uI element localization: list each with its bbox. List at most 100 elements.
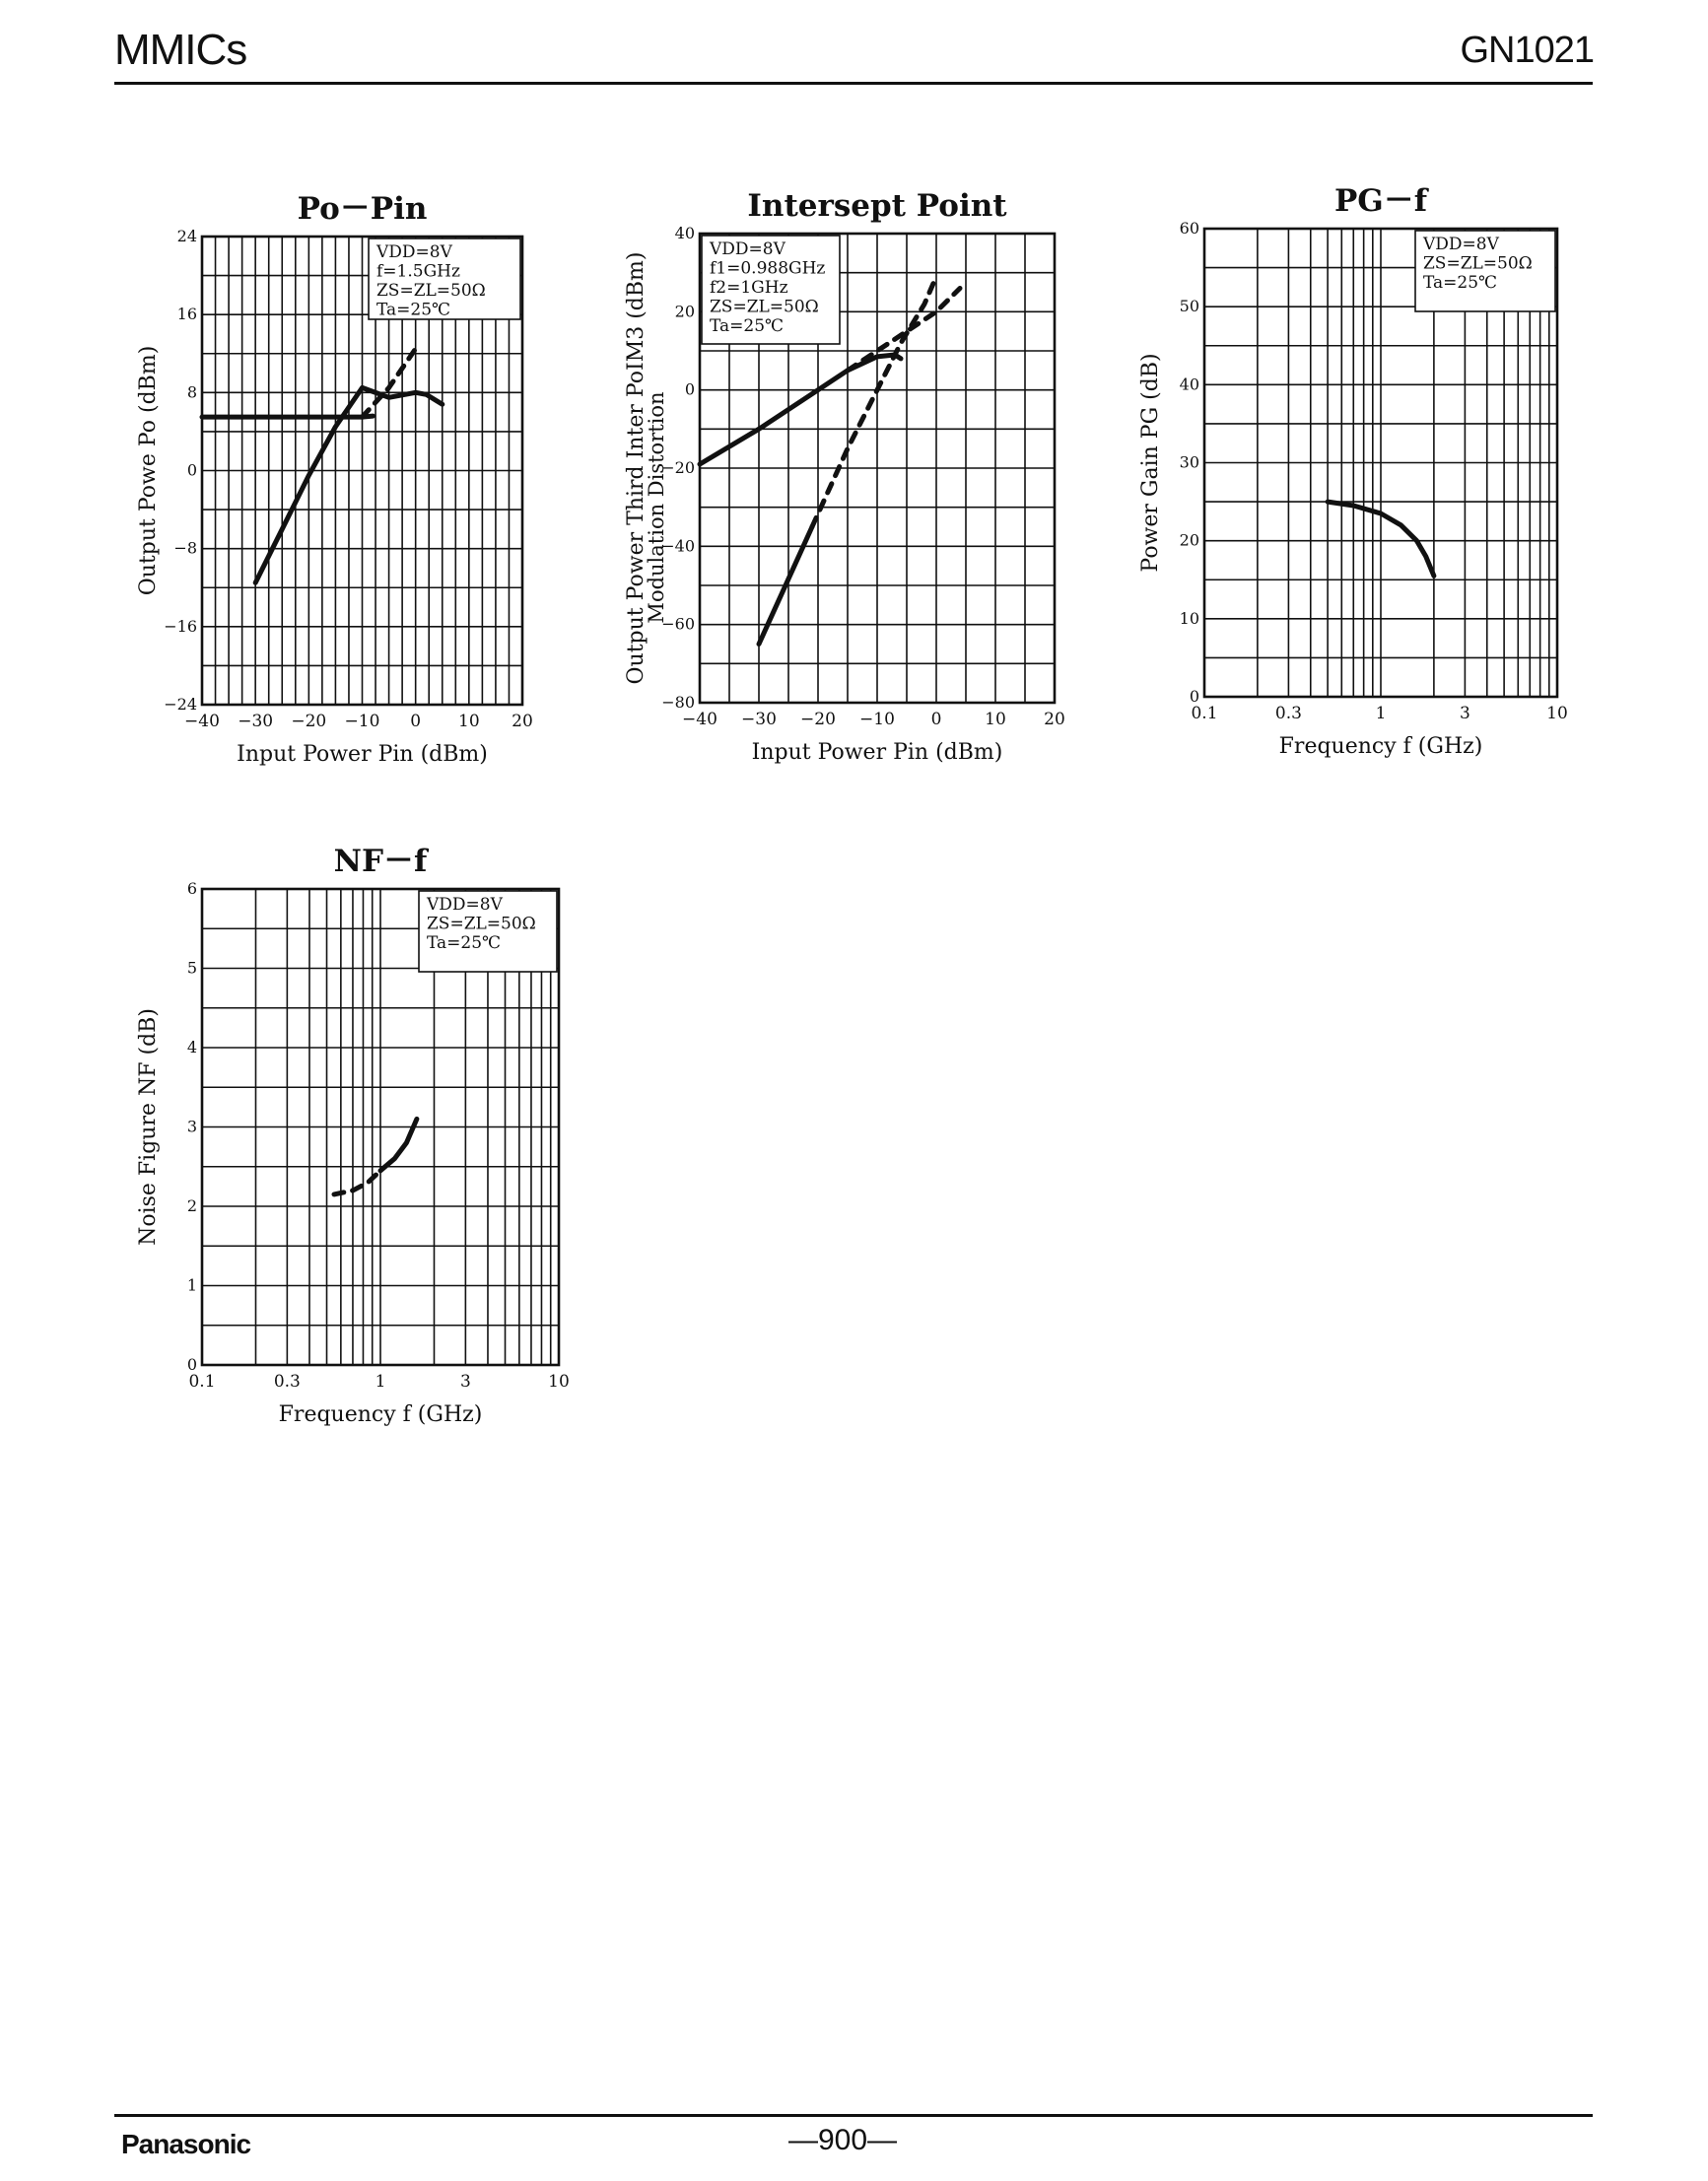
x-tick-label: 10: [458, 712, 480, 731]
x-axis-label: Frequency f (GHz): [279, 1402, 483, 1427]
y-tick-label: 24: [177, 227, 197, 245]
x-tick-label: −20: [291, 712, 326, 731]
conditions-line: VDD=8V: [1422, 235, 1500, 254]
conditions-line: Ta=25℃: [1423, 273, 1497, 293]
y-axis-label: Noise Figure NF (dB): [136, 1008, 161, 1246]
footer-rule: [114, 2114, 1593, 2117]
plot-frame: [200, 235, 524, 707]
y-tick-label: 20: [675, 302, 695, 320]
conditions-line: ZS=ZL=50Ω: [1423, 254, 1533, 274]
x-tick-label: 10: [1546, 704, 1568, 723]
x-tick-label: 0.1: [1191, 704, 1217, 723]
y-tick-label: 6: [187, 879, 197, 898]
x-tick-label: 10: [985, 710, 1006, 729]
y-tick-label: −40: [661, 536, 695, 555]
x-tick-label: −10: [345, 712, 380, 731]
header-section-title: MMICs: [114, 26, 247, 74]
conditions-line: Ta=25℃: [710, 316, 784, 336]
x-tick-label: −40: [184, 712, 220, 731]
plot-frame: [1202, 227, 1559, 699]
y-tick-label: 3: [187, 1118, 197, 1136]
y-tick-label: −20: [661, 458, 695, 477]
series-line-dashed: [809, 274, 939, 529]
x-tick-label: −10: [859, 710, 895, 729]
x-tick-label: −40: [682, 710, 717, 729]
conditions-line: f2=1GHz: [710, 278, 788, 298]
conditions-line: f=1.5GHz: [376, 262, 460, 282]
x-tick-label: 1: [376, 1372, 386, 1392]
header-rule: [114, 82, 1593, 85]
x-tick-label: 1: [1376, 704, 1387, 723]
conditions-line: VDD=8V: [376, 242, 453, 262]
y-tick-label: 1: [187, 1276, 197, 1295]
x-tick-label: 0.1: [188, 1372, 215, 1392]
y-axis-label: Output Power Third Inter PoIM3 (dBm): [624, 252, 649, 685]
plot-frame: [698, 232, 1057, 705]
chart-intercept-point: −40 −30 −20 −10 0 10 20 −80 −60 −40 −20 0 20 40 Inters…: [624, 188, 1065, 765]
x-tick-label: 20: [512, 712, 533, 731]
y-tick-label: 0: [1190, 687, 1199, 706]
series-line-solid: [377, 1116, 420, 1174]
y-tick-label: 2: [187, 1196, 197, 1215]
conditions-box: [368, 238, 521, 320]
y-tick-label: 40: [675, 224, 695, 242]
x-tick-label: 0.3: [1275, 704, 1302, 723]
x-tick-label: 3: [460, 1372, 471, 1392]
header-part-number: GN1021: [1460, 30, 1595, 71]
conditions-box: [418, 890, 558, 973]
footer-brand-logo: Panasonic: [121, 2129, 251, 2159]
x-tick-label: −30: [741, 710, 777, 729]
x-tick-label: 0.3: [274, 1372, 301, 1392]
x-tick-label: 10: [548, 1372, 570, 1392]
conditions-line: Ta=25℃: [376, 301, 450, 320]
y-tick-label: −60: [661, 615, 695, 634]
chart-pg-f: 0.1 0.3 1 3 10 0 10 20 30 40 50 60 PG－f Frequency f (…: [1138, 183, 1568, 759]
chart-title: Intersept Point: [747, 188, 1007, 224]
x-axis-label: Frequency f (GHz): [1279, 734, 1483, 759]
chart-title: NF－f: [334, 844, 429, 879]
conditions-box: [701, 235, 841, 345]
chart-title: Po－Pin: [298, 191, 428, 227]
x-tick-label: 3: [1460, 704, 1470, 723]
series-line-solid: [199, 413, 376, 420]
conditions-line: f1=0.988GHz: [710, 259, 825, 279]
conditions-line: VDD=8V: [426, 895, 504, 915]
y-tick-label: 0: [187, 461, 197, 480]
y-tick-label: 8: [187, 382, 197, 401]
y-tick-label: 30: [1180, 453, 1199, 472]
x-axis-label: Input Power Pin (dBm): [237, 742, 488, 767]
conditions-line: ZS=ZL=50Ω: [427, 915, 536, 934]
series-line-solid: [756, 524, 815, 647]
y-tick-label: 5: [187, 959, 197, 978]
y-tick-label: 10: [1180, 609, 1199, 628]
y-axis-label: Output Powe Po (dBm): [136, 346, 161, 596]
x-tick-label: 0: [410, 712, 421, 731]
x-tick-label: −30: [238, 712, 273, 731]
series-line-solid: [252, 384, 445, 585]
x-axis-label: Input Power Pin (dBm): [752, 740, 1003, 765]
x-tick-label: 0: [931, 710, 942, 729]
conditions-line: ZS=ZL=50Ω: [376, 281, 486, 301]
chart-title: PG－f: [1334, 183, 1429, 219]
y-tick-label: 16: [177, 305, 197, 323]
y-tick-label: 4: [187, 1038, 197, 1056]
y-tick-label: −24: [164, 695, 197, 714]
y-tick-label: 40: [1180, 375, 1199, 393]
x-tick-label: −20: [800, 710, 836, 729]
y-tick-label: 20: [1180, 531, 1199, 550]
chart-nf-f: 0.1 0.3 1 3 10 0 1 2 3 4 5 6 NF－f Frequency f (GHz) No…: [136, 844, 570, 1427]
y-tick-label: 0: [685, 380, 695, 399]
y-axis-label-secondary: Modulation Distortion: [645, 391, 668, 623]
chart-po-pin: −40 −30 −20 −10 0 10 20 −24 −16 −8 0 8 16 24 Po－Pin Inp…: [136, 191, 533, 767]
series-line-solid: [1325, 499, 1437, 579]
x-tick-label: 20: [1044, 710, 1065, 729]
conditions-line: ZS=ZL=50Ω: [710, 298, 819, 317]
y-tick-label: 0: [187, 1355, 197, 1374]
y-tick-label: −80: [661, 693, 695, 712]
footer-page-number: —900—: [788, 2124, 898, 2156]
y-tick-label: 50: [1180, 297, 1199, 315]
y-tick-label: −16: [164, 617, 197, 636]
y-axis-label: Power Gain PG (dB): [1138, 353, 1163, 572]
conditions-line: VDD=8V: [709, 239, 786, 259]
series-line-dashed: [360, 346, 419, 420]
